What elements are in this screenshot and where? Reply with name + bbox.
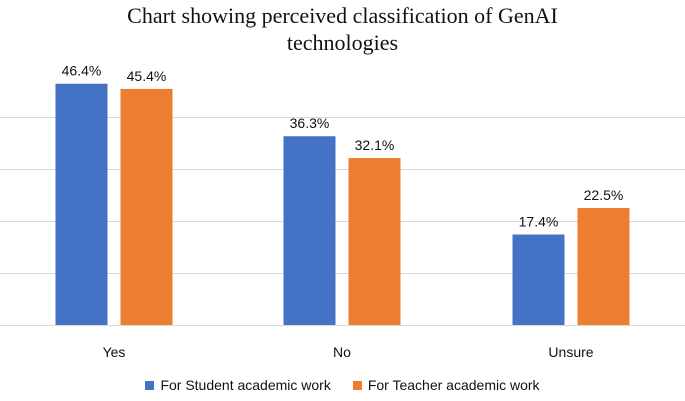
legend-swatch-teacher [352, 380, 362, 390]
legend-label-teacher: For Teacher academic work [367, 377, 540, 393]
bar-yes-student [55, 83, 108, 325]
data-label-unsure-student: 17.4% [519, 214, 559, 230]
data-label-unsure-teacher: 22.5% [584, 187, 624, 203]
data-label-no-student: 36.3% [290, 115, 330, 131]
data-label-yes-student: 46.4% [62, 63, 102, 79]
bars [55, 83, 630, 325]
category-label-yes: Yes [103, 344, 126, 360]
chart-title-line-2: technologies [286, 30, 399, 55]
legend-item-teacher: For Teacher academic work [352, 377, 540, 393]
bar-unsure-student [512, 234, 565, 325]
category-labels: Yes No Unsure [103, 344, 594, 360]
legend-swatch-student [145, 380, 155, 390]
data-label-no-teacher: 32.1% [355, 137, 395, 153]
data-labels: 46.4% 45.4% 36.3% 32.1% 17.4% 22.5% [62, 63, 624, 230]
legend-label-student: For Student academic work [160, 377, 331, 393]
chart-title-line-1: Chart showing perceived classification o… [127, 3, 558, 28]
bar-no-student [283, 136, 336, 325]
gridlines [0, 117, 685, 326]
legend: For Student academic work For Teacher ac… [0, 377, 685, 393]
bar-no-teacher [348, 158, 401, 325]
bar-yes-teacher [120, 88, 173, 325]
category-label-no: No [333, 344, 351, 360]
category-label-unsure: Unsure [548, 344, 593, 360]
bar-unsure-teacher [577, 208, 630, 325]
legend-item-student: For Student academic work [145, 377, 331, 393]
chart-title: Chart showing perceived classification o… [0, 2, 685, 56]
data-label-yes-teacher: 45.4% [127, 68, 167, 84]
